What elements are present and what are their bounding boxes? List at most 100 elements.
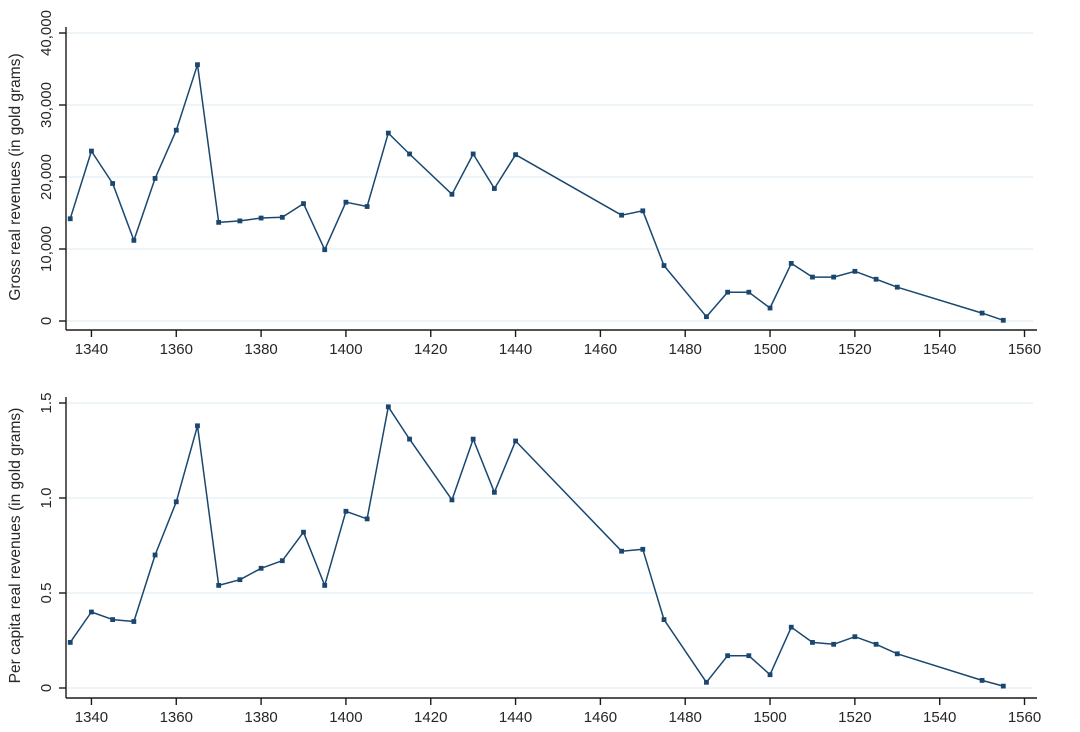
data-point-marker [894, 651, 900, 657]
data-point-marker [725, 289, 731, 295]
x-tick-label: 1340 [75, 709, 108, 726]
x-tick-label: 1460 [584, 341, 617, 358]
revenue-line [69, 406, 1004, 687]
data-point-marker [661, 617, 667, 622]
data-point-marker [788, 624, 794, 630]
x-tick-label: 1360 [160, 709, 193, 726]
data-point-marker [216, 583, 222, 588]
data-point-marker [110, 181, 116, 186]
y-axis-title: Gross real revenues (in gold grams) [7, 53, 24, 300]
x-tick-label: 1460 [584, 709, 617, 726]
y-tick-label: 0 [38, 684, 55, 692]
x-tick-label: 1400 [329, 341, 362, 358]
x-tick-label: 1380 [244, 709, 277, 726]
data-point-marker [364, 516, 370, 522]
data-point-marker [385, 130, 391, 136]
y-tick-label: 30,000 [38, 82, 55, 128]
data-point-marker [258, 215, 264, 221]
data-point-marker [873, 276, 879, 282]
data-point-marker [216, 219, 222, 225]
plot-background [0, 0, 1080, 366]
data-point-marker [173, 127, 179, 133]
y-axis-title: Per capita real revenues (in gold grams) [7, 408, 24, 684]
data-point-marker [1000, 683, 1006, 689]
y-tick-label: 0.5 [38, 583, 55, 604]
y-tick-label: 0 [38, 317, 55, 325]
x-tick-label: 1480 [669, 341, 702, 358]
data-point-marker [513, 152, 518, 158]
data-point-marker [979, 678, 985, 683]
data-point-marker [767, 672, 773, 678]
data-point-marker [195, 423, 200, 429]
data-point-marker [258, 565, 264, 571]
y-tick-label: 40,000 [38, 10, 55, 56]
gross-revenues-chart: 0 10,000 20,000 30,000 40,000 1340 1360 1380 140… [0, 0, 1080, 366]
data-point-marker [195, 62, 200, 68]
data-point-marker [810, 640, 815, 645]
data-point-marker [831, 274, 837, 280]
x-tick-label: 1420 [414, 341, 447, 358]
data-point-marker [343, 199, 349, 205]
data-point-marker [279, 558, 285, 564]
data-point-marker [852, 634, 858, 640]
data-point-marker [788, 261, 794, 266]
data-point-marker [67, 640, 73, 645]
data-point-marker [979, 310, 985, 316]
data-point-marker [491, 489, 497, 495]
x-tick-label: 1360 [160, 341, 193, 358]
per-capita-revenues-chart: 0 0.5 1.0 1.5 1340 1360 1380 1400 1420 1440 1460 14… [0, 366, 1080, 732]
x-tick-label: 1400 [329, 709, 362, 726]
data-point-marker [343, 508, 349, 514]
data-point-marker [894, 284, 900, 290]
gross-revenues-plot: 0 10,000 20,000 30,000 40,000 1340 1360 1380 140… [0, 0, 1080, 366]
data-point-marker [767, 305, 773, 311]
y-tick-label: 1.5 [38, 393, 55, 414]
data-point-marker [407, 436, 412, 442]
x-tick-label: 1520 [838, 341, 871, 358]
data-point-marker [67, 216, 73, 222]
data-point-marker [852, 268, 858, 274]
data-point-marker [385, 404, 391, 410]
data-point-marker [237, 577, 243, 583]
data-point-marker [831, 641, 837, 647]
revenue-line [69, 63, 1004, 322]
data-point-marker [173, 499, 179, 505]
y-tick-label: 20,000 [38, 154, 55, 200]
x-tick-label: 1440 [499, 341, 532, 358]
x-tick-label: 1500 [753, 709, 786, 726]
data-point-marker [110, 617, 116, 622]
data-point-marker [449, 191, 455, 197]
data-point-marker [619, 548, 625, 554]
data-point-marker [279, 214, 285, 220]
data-point-marker [619, 212, 625, 218]
x-tick-label: 1540 [923, 341, 956, 358]
data-point-marker [1000, 317, 1006, 323]
data-point-marker [322, 583, 328, 588]
data-point-marker [640, 546, 646, 552]
x-tick-label: 1520 [838, 709, 871, 726]
data-point-marker [704, 314, 709, 320]
data-point-marker [131, 619, 137, 624]
data-point-marker [725, 653, 731, 659]
data-point-marker [89, 148, 94, 154]
data-point-marker [364, 204, 370, 209]
data-point-marker [449, 497, 455, 503]
data-point-marker [810, 274, 815, 280]
x-tick-label: 1560 [1008, 341, 1041, 358]
data-point-marker [491, 186, 497, 191]
data-point-marker [152, 552, 158, 558]
data-point-marker [746, 653, 752, 659]
x-tick-label: 1540 [923, 709, 956, 726]
data-point-marker [407, 151, 412, 157]
data-point-marker [237, 218, 243, 224]
x-tick-label: 1440 [499, 709, 532, 726]
data-point-marker [513, 438, 518, 444]
data-point-marker [470, 151, 476, 157]
data-point-marker [661, 263, 667, 268]
data-point-marker [301, 201, 306, 207]
x-tick-label: 1420 [414, 709, 447, 726]
data-point-marker [89, 609, 94, 615]
data-point-marker [873, 641, 879, 647]
data-point-marker [704, 679, 709, 685]
